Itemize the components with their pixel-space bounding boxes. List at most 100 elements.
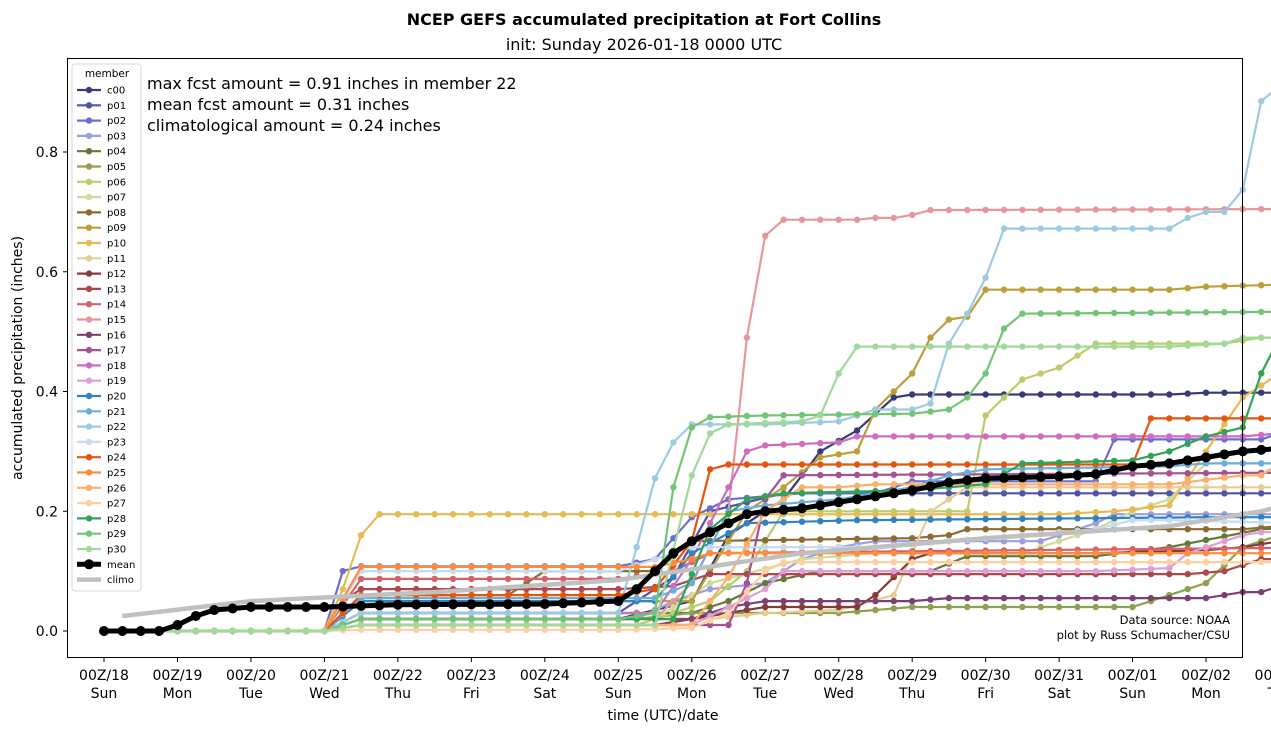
data-point-p10 (706, 511, 714, 518)
data-point-p22 (449, 609, 457, 617)
data-point-p28 (1221, 428, 1228, 436)
legend-marker (85, 132, 93, 140)
data-point-p05 (1000, 603, 1008, 611)
legend-marker (85, 377, 93, 384)
data-point-p26 (1129, 481, 1136, 488)
data-point-p14 (541, 575, 548, 583)
legend-item-p10: p10 (77, 239, 126, 250)
data-point-p22 (1092, 225, 1100, 232)
data-point-p10 (1000, 511, 1008, 518)
data-point-p30 (247, 627, 255, 635)
data-point-p27 (872, 558, 879, 566)
data-point-p30 (357, 621, 365, 629)
x-tick-label-time: 00Z/02 (1181, 668, 1231, 684)
data-point-p08 (780, 536, 787, 544)
credit-author: plot by Russ Schumacher/CSU (1057, 628, 1230, 642)
data-point-p19 (964, 567, 971, 575)
data-point-mean (705, 527, 716, 538)
data-point-p05 (1055, 603, 1063, 611)
data-point-p10 (1221, 421, 1228, 428)
x-tick-label-day: Sun (91, 686, 118, 702)
legend-marker (85, 117, 93, 124)
data-point-p29 (1129, 309, 1136, 317)
data-point-p09 (1037, 286, 1044, 293)
data-point-p28 (780, 490, 787, 497)
data-point-p16 (1258, 588, 1265, 596)
data-point-mean (135, 626, 146, 636)
data-point-p19 (982, 567, 989, 575)
data-point-p26 (1202, 476, 1210, 483)
data-point-p27 (945, 558, 953, 566)
data-point-p29 (486, 615, 493, 623)
data-point-p27 (743, 588, 751, 596)
data-point-p30 (578, 621, 585, 629)
data-point-p25 (670, 559, 677, 567)
data-point-p30 (266, 627, 273, 635)
data-point-p29 (1111, 309, 1118, 317)
data-point-p11 (762, 609, 769, 617)
data-point-p25 (890, 550, 897, 557)
data-point-p29 (1147, 309, 1155, 316)
data-point-p13 (596, 585, 604, 593)
legend-marker (85, 392, 93, 400)
data-point-p05 (1202, 579, 1210, 587)
data-point-p30 (706, 430, 714, 437)
data-point-p11 (743, 611, 751, 619)
data-point-p27 (853, 558, 861, 566)
x-tick-label-day: Mon (677, 686, 707, 702)
data-point-p08 (1202, 526, 1210, 533)
legend-label: p10 (107, 239, 126, 250)
data-point-p17 (1166, 470, 1173, 477)
legend-label: p06 (107, 177, 126, 188)
data-point-p15 (1037, 206, 1044, 213)
data-point-p30 (835, 370, 842, 377)
x-tick-label-day: Sun (1119, 686, 1146, 702)
data-point-p10 (872, 511, 879, 518)
data-point-p28 (1166, 448, 1173, 455)
data-point-p30 (1074, 343, 1081, 350)
data-point-p12 (817, 603, 824, 611)
data-point-mean (668, 548, 679, 559)
legend-marker (85, 316, 93, 323)
data-point-p26 (780, 496, 787, 503)
data-point-p27 (357, 626, 365, 633)
data-point-p04 (725, 597, 732, 605)
data-point-p05 (1111, 603, 1118, 611)
data-point-p22 (1258, 97, 1265, 105)
data-point-p10 (633, 511, 640, 518)
data-point-p16 (853, 597, 861, 605)
data-point-p23 (817, 544, 824, 551)
data-point-p27 (817, 558, 824, 566)
data-point-mean (943, 477, 954, 488)
data-point-p24 (762, 461, 769, 468)
data-point-p30 (376, 621, 383, 629)
data-point-p16 (743, 600, 751, 608)
data-point-p28 (762, 493, 769, 500)
data-point-p25 (1129, 550, 1136, 557)
legend-label: p05 (107, 162, 126, 173)
data-point-mean (337, 601, 348, 612)
legend-item-p15: p15 (77, 315, 126, 326)
data-point-p15 (1111, 206, 1118, 213)
data-point-p18 (853, 433, 861, 440)
data-point-p25 (1111, 550, 1118, 557)
data-point-p14 (357, 575, 365, 583)
data-point-p29 (1166, 309, 1173, 316)
data-point-p22 (964, 310, 971, 317)
data-point-p30 (798, 418, 806, 425)
data-point-mean (1017, 472, 1028, 483)
data-point-p17 (706, 621, 714, 629)
data-point-p27 (523, 626, 530, 633)
data-point-p30 (211, 627, 218, 635)
data-point-mean (245, 602, 256, 612)
data-point-mean (374, 600, 385, 611)
data-point-p24 (890, 461, 897, 468)
data-point-p30 (1147, 343, 1155, 350)
data-point-p05 (1019, 603, 1026, 611)
data-point-p30 (1092, 343, 1100, 350)
data-point-p17 (725, 621, 732, 629)
data-point-p22 (504, 609, 512, 617)
data-point-p25 (1258, 550, 1265, 557)
data-point-p30 (945, 343, 953, 350)
legend-item-p28: p28 (77, 514, 126, 525)
